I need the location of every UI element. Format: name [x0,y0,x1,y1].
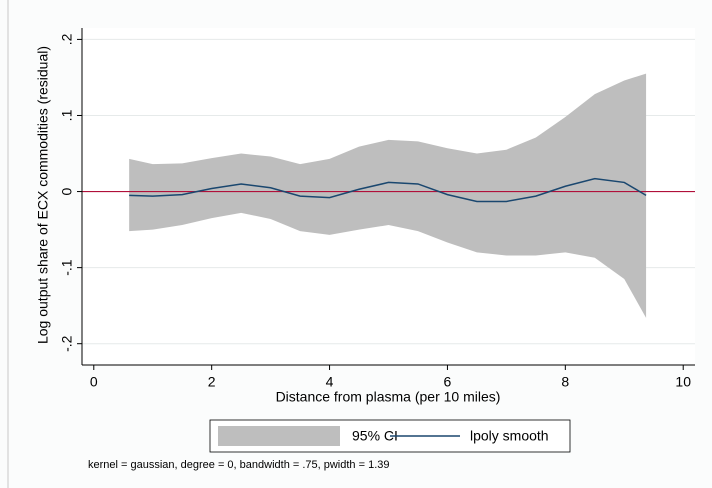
x-tick-label: 0 [90,374,98,390]
legend-label: 95% CI [352,428,398,444]
legend-swatch [218,426,340,446]
note: kernel = gaussian, degree = 0, bandwidth… [88,459,390,471]
y-axis-title: Log output share of ECX commodities (res… [35,46,51,344]
y-tick-label: -.1 [59,259,75,276]
y-tick-label: -.2 [59,335,75,352]
x-tick-label: 4 [326,374,334,390]
x-tick-label: 8 [561,374,569,390]
x-axis-title: Distance from plasma (per 10 miles) [276,389,501,405]
smooth-line [129,177,647,203]
legend-label: lpoly smooth [470,428,549,444]
y-tick-label: .2 [59,33,75,45]
x-tick-label: 6 [444,374,452,390]
y-tick-label: .1 [59,109,75,121]
x-tick-label: 2 [208,374,216,390]
ci-band [129,73,647,318]
y-tick-label: 0 [59,187,75,195]
x-tick-label: 10 [675,374,691,390]
